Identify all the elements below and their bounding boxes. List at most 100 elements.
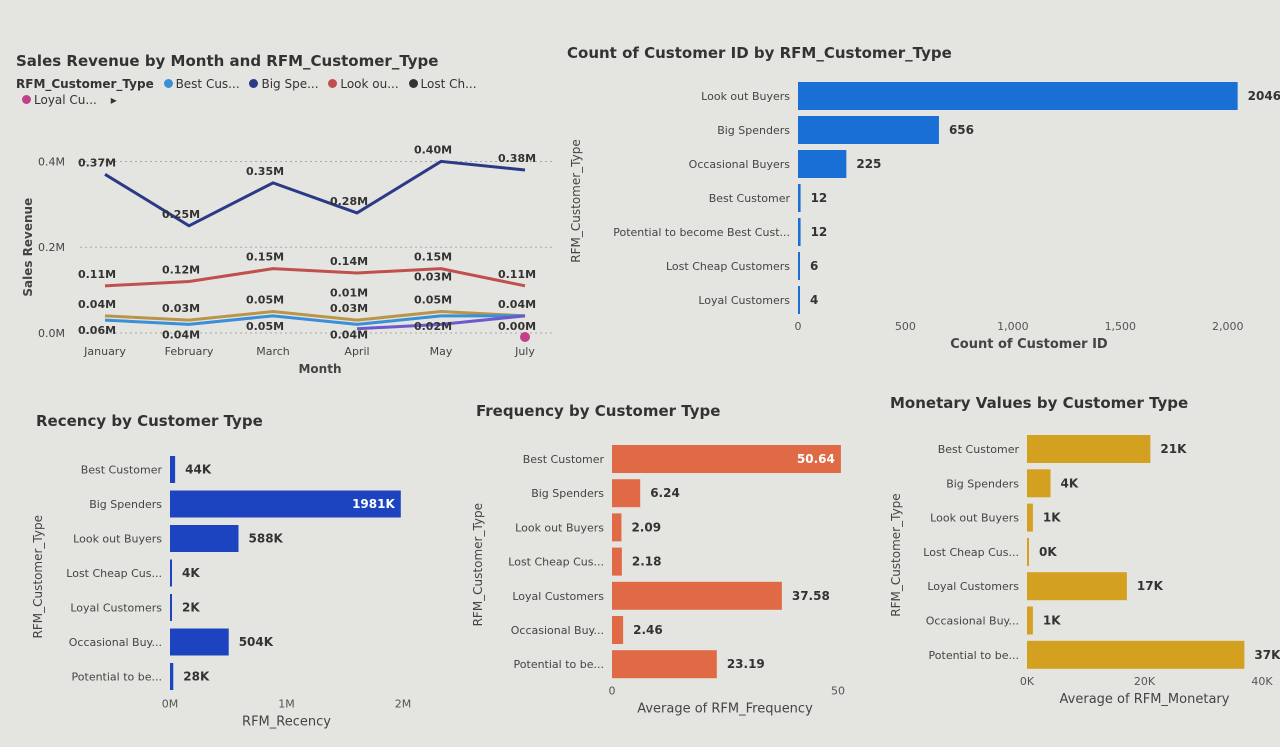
chart-title: Recency by Customer Type <box>36 412 263 430</box>
legend-label: Lost Ch... <box>420 77 477 91</box>
x-axis-label: RFM_Recency <box>242 715 331 730</box>
category-label: Best Customer <box>81 464 163 477</box>
data-label: 588K <box>249 532 284 546</box>
series-line <box>104 159 526 228</box>
category-label: Occasional Buy... <box>69 636 162 649</box>
bar <box>798 252 800 280</box>
legend-item[interactable]: Lost Ch... <box>408 76 477 92</box>
series-point <box>520 332 530 342</box>
bar <box>170 663 174 690</box>
x-tick-label: 500 <box>895 320 916 333</box>
y-axis-label: RFM_Customer_Type <box>889 493 903 616</box>
data-label: 0.03M <box>414 270 452 283</box>
category-label: Loyal Customers <box>698 294 790 307</box>
x-tick-label: 0M <box>162 698 179 711</box>
x-tick-label: 1,500 <box>1105 320 1137 333</box>
category-label: Lost Cheap Cus... <box>923 546 1019 559</box>
category-label: Lost Cheap Customers <box>666 260 790 273</box>
legend-label: Best Cus... <box>175 77 240 91</box>
legend-label: Look ou... <box>340 77 399 91</box>
data-label: 225 <box>856 157 881 171</box>
x-axis-label: Month <box>298 362 341 376</box>
bar <box>798 116 939 144</box>
bar <box>170 594 172 621</box>
x-tick-label: 2,000 <box>1212 320 1244 333</box>
line-chart-panel: Sales Revenue by Month and RFM_Customer_… <box>0 40 560 380</box>
line-chart-title: Sales Revenue by Month and RFM_Customer_… <box>16 52 439 70</box>
y-axis-label: RFM_Customer_Type <box>569 139 583 262</box>
category-label: Look out Buyers <box>515 521 604 534</box>
y-axis-label: RFM_Customer_Type <box>31 515 45 638</box>
data-label: 0.04M <box>78 298 116 311</box>
category-label: Big Spenders <box>531 487 604 500</box>
y-axis-label: Sales Revenue <box>21 198 35 297</box>
bar <box>170 525 239 552</box>
category-label: Loyal Customers <box>927 580 1019 593</box>
category-label: Look out Buyers <box>73 533 162 546</box>
bar <box>612 479 641 508</box>
data-label: 0.06M <box>78 324 116 337</box>
bar <box>1027 572 1127 601</box>
x-axis-label: Average of RFM_Frequency <box>637 701 813 716</box>
bar <box>612 616 624 644</box>
series-line <box>104 310 526 322</box>
data-label: 0K <box>1039 545 1057 559</box>
data-label: 2046 <box>1248 89 1280 103</box>
bar <box>612 547 622 576</box>
data-label: 0.05M <box>246 320 284 333</box>
bar <box>1027 537 1029 566</box>
data-label: 1K <box>1043 614 1061 628</box>
x-tick-label: 0 <box>795 320 802 333</box>
legend-next-arrow-icon[interactable]: ▸ <box>110 93 117 107</box>
bar <box>1027 469 1051 498</box>
legend-title: RFM_Customer_Type <box>16 77 154 91</box>
chart-title: Monetary Values by Customer Type <box>890 394 1188 412</box>
bar <box>170 559 172 587</box>
x-axis-label: Average of RFM_Monetary <box>1060 692 1230 707</box>
data-label: 0.37M <box>78 156 116 169</box>
y-tick-label: 0.4M <box>38 155 65 168</box>
legend-item[interactable]: Big Spe... <box>249 76 319 92</box>
data-label: 37K <box>1254 648 1280 662</box>
data-label: 0.05M <box>246 294 284 307</box>
bar <box>798 150 847 178</box>
x-tick-label: May <box>430 345 453 358</box>
data-label: 4K <box>182 566 200 580</box>
series-line <box>356 314 526 331</box>
data-label: 0.15M <box>246 251 284 264</box>
x-tick-label: 20K <box>1134 675 1156 688</box>
category-label: Occasional Buyers <box>689 158 791 171</box>
bar <box>170 456 176 483</box>
data-label: 23.19 <box>727 657 765 671</box>
bar <box>1027 503 1033 532</box>
data-label: 0.05M <box>414 294 452 307</box>
bar <box>1027 640 1245 669</box>
data-label: 6 <box>810 259 818 273</box>
data-label: 0.12M <box>162 264 200 277</box>
bar <box>798 82 1238 110</box>
data-label: 0.15M <box>414 251 452 264</box>
bar <box>612 445 841 473</box>
x-tick-label: April <box>344 345 369 358</box>
data-label: 12 <box>811 225 828 239</box>
chart-title: Count of Customer ID by RFM_Customer_Typ… <box>567 44 952 62</box>
y-tick-label: 0.2M <box>38 241 65 254</box>
x-tick-label: January <box>83 345 126 358</box>
data-label: 1981K <box>352 497 395 511</box>
legend-dot-icon <box>163 79 173 88</box>
bar <box>612 650 717 679</box>
legend-dot-icon <box>408 79 418 88</box>
data-label: 0.04M <box>162 328 200 341</box>
bar <box>612 581 782 610</box>
legend-item[interactable]: Look ou... <box>328 76 399 92</box>
category-label: Look out Buyers <box>701 90 790 103</box>
data-label: 0.00M <box>498 320 536 333</box>
x-tick-label: 1,000 <box>997 320 1029 333</box>
x-tick-label: 1M <box>278 698 295 711</box>
data-label: 2K <box>182 601 200 615</box>
legend-item[interactable]: Best Cus... <box>163 76 240 92</box>
data-label: 50.64 <box>797 452 835 466</box>
data-label: 28K <box>183 670 210 684</box>
legend-item[interactable]: Loyal Cu... <box>22 92 97 108</box>
data-label: 44K <box>185 463 212 477</box>
